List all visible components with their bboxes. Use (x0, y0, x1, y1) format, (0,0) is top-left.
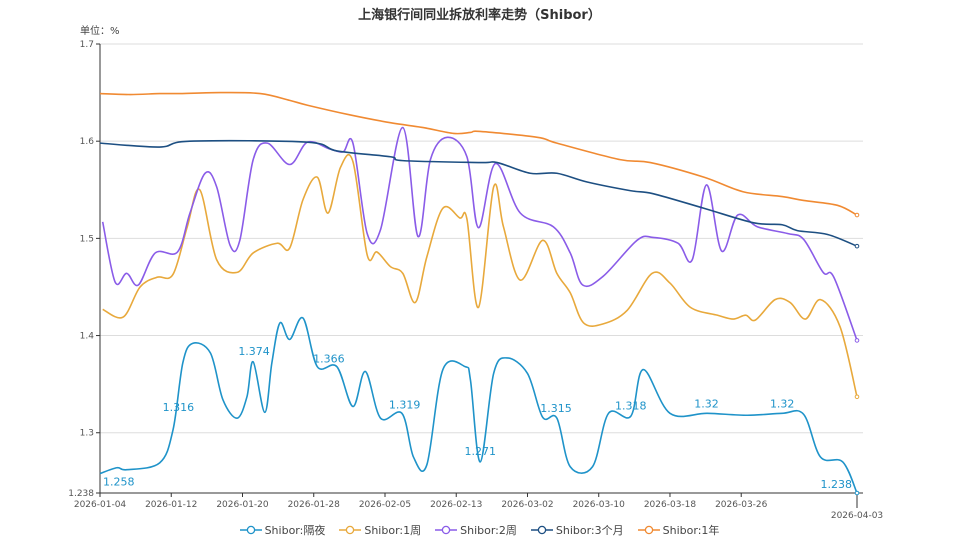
x-tick-label: 2026-02-05 (359, 500, 411, 510)
data-label: 1.315 (540, 402, 572, 415)
series-end-marker (854, 243, 860, 249)
data-label: 1.318 (615, 399, 647, 412)
series-end-marker (854, 394, 860, 400)
data-label: 1.271 (465, 445, 497, 458)
x-tick-label: 2026-03-10 (573, 500, 626, 510)
x-tick-label: 2026-01-12 (145, 500, 197, 510)
legend-line-circle-icon (339, 525, 362, 535)
y-tick-label: 1.5 (80, 234, 94, 244)
chart-title: 上海银行间同业拆放利率走势（Shibor） (358, 8, 601, 23)
series-end-marker (854, 212, 860, 218)
x-tick-label: 2026-03-26 (715, 500, 768, 510)
legend-label: Shibor:2周 (460, 524, 517, 537)
legend-item[interactable]: Shibor:2周 (435, 522, 517, 538)
legend-line-circle-icon (435, 525, 458, 535)
series-line-2 (101, 126, 858, 341)
x-tick-label: 2026-01-04 (74, 500, 127, 510)
y-tick-label: 1.3 (80, 429, 94, 439)
x-tick-label: 2026-01-28 (288, 500, 341, 510)
legend-label: Shibor:1年 (662, 524, 720, 537)
x-tick-label: 2026-02-13 (430, 500, 482, 510)
y-tick-label: 1.7 (80, 40, 94, 50)
data-label: 1.32 (694, 397, 719, 410)
legend-label: Shibor:3个月 (555, 524, 624, 537)
data-label: 1.316 (163, 401, 195, 414)
data-label: 1.366 (313, 353, 345, 366)
x-tick-label: 2026-03-02 (501, 500, 553, 510)
data-label: 1.258 (103, 476, 135, 489)
legend-line-circle-icon (239, 525, 262, 535)
y-axis-unit-label: 单位：% (80, 26, 120, 37)
series-line-0 (99, 316, 858, 494)
legend-item[interactable]: Shibor:隔夜 (239, 522, 326, 538)
legend-line-circle-icon (637, 525, 660, 535)
series-end-marker (854, 490, 860, 496)
y-tick-label: 1.6 (80, 137, 95, 147)
x-tick-label: 2026-04-03 (831, 511, 883, 521)
legend-item[interactable]: Shibor:1周 (339, 522, 421, 538)
data-label: 1.319 (389, 398, 421, 411)
legend-item[interactable]: Shibor:3个月 (530, 522, 624, 538)
series-line-4 (99, 91, 858, 216)
legend-item[interactable]: Shibor:1年 (637, 522, 720, 538)
data-label: 1.32 (770, 397, 795, 410)
y-tick-label: 1.4 (80, 332, 95, 342)
y-tick-label: 1.238 (68, 489, 94, 499)
x-tick-label: 2026-03-18 (644, 500, 697, 510)
legend-label: Shibor:隔夜 (264, 524, 326, 537)
data-label: 1.238 (821, 478, 853, 491)
series-line-1 (102, 153, 858, 397)
series-line-3 (99, 139, 858, 247)
legend-label: Shibor:1周 (364, 524, 422, 537)
legend-line-circle-icon (530, 525, 553, 535)
legend: Shibor:隔夜 Shibor:1周 Shibor:2周 Shibor:3个月 Shi… (0, 522, 959, 538)
series-end-marker (854, 338, 860, 343)
x-tick-label: 2026-01-20 (216, 500, 269, 510)
data-label: 1.374 (238, 345, 270, 358)
